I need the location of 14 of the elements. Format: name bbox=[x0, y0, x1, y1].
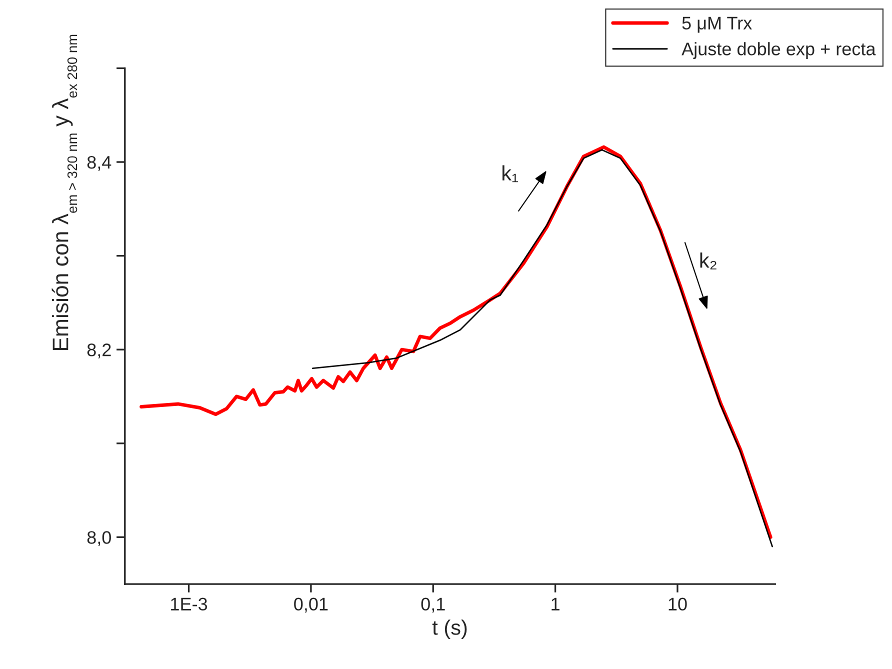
x-tick-label: 0,01 bbox=[294, 598, 328, 613]
x-tick-label: 10 bbox=[668, 598, 687, 610]
annotation: k₂ bbox=[700, 252, 716, 270]
x-axis-title: t (s) bbox=[432, 620, 467, 640]
x-tick-label: 0,1 bbox=[421, 598, 445, 613]
annotation: k₁ bbox=[502, 165, 518, 182]
legend-label: Ajuste doble exp + recta bbox=[682, 42, 876, 59]
y-tick-label: 8,0 bbox=[87, 531, 111, 546]
y-tick-label: 8,2 bbox=[87, 344, 111, 358]
y-axis-title: Emisión con λem > 320 nm y λex 280 nm bbox=[52, 34, 78, 350]
x-tick-label: 1E-3 bbox=[171, 598, 208, 610]
x-tick-label: 1 bbox=[552, 598, 560, 610]
y-tick-label: 8,4 bbox=[87, 156, 112, 171]
legend-label: 5 μM Trx bbox=[682, 16, 752, 33]
